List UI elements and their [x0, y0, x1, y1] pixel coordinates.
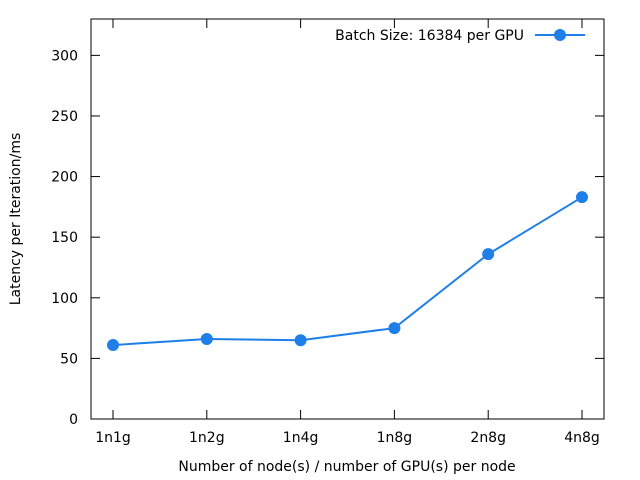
legend: Batch Size: 16384 per GPU [335, 28, 585, 44]
x-tick-label: 1n4g [283, 430, 319, 446]
legend-label: Batch Size: 16384 per GPU [335, 28, 524, 44]
x-tick-label: 2n8g [470, 430, 506, 446]
data-point [294, 334, 307, 347]
x-tick-label: 1n1g [95, 430, 131, 446]
y-tick-label: 100 [51, 291, 78, 307]
y-tick-label: 200 [51, 170, 78, 186]
x-axis-label: Number of node(s) / number of GPU(s) per… [178, 459, 515, 475]
data-point [107, 339, 119, 352]
y-tick-label: 250 [51, 109, 78, 125]
y-axis-label: Latency per Iteration/ms [8, 133, 24, 306]
y-tick-label: 50 [60, 351, 78, 367]
y-axis-ticks: 0 50 100 150 200 250 300 [51, 48, 604, 428]
x-tick-label: 1n2g [189, 430, 225, 446]
series-line [112, 196, 583, 347]
y-tick-label: 0 [69, 412, 78, 428]
data-point [576, 191, 588, 204]
data-point [200, 333, 213, 345]
y-tick-label: 150 [51, 230, 78, 246]
x-tick-label: 4n8g [564, 430, 600, 446]
legend-marker-sample [554, 29, 566, 41]
x-tick-label: 1n8g [377, 430, 413, 446]
data-point [388, 322, 401, 335]
x-axis-ticks: 1n1g 1n2g 1n4g 1n8g 2n8g 4n8g [95, 19, 600, 446]
y-tick-label: 300 [51, 48, 78, 64]
series-layer [107, 191, 588, 352]
plot-frame [90, 18, 605, 420]
data-point [482, 248, 495, 261]
